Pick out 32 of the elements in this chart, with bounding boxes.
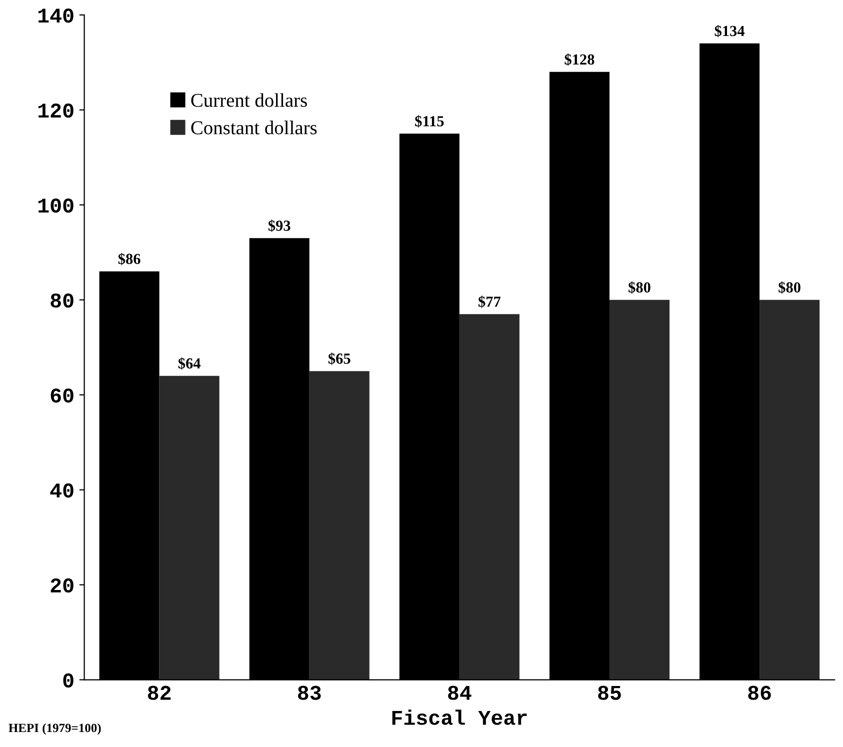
bar <box>459 314 520 680</box>
data-label: $128 <box>564 53 594 66</box>
x-tick-label: 84 <box>448 686 472 700</box>
data-label: $80 <box>778 281 800 294</box>
bar <box>309 371 370 680</box>
y-tick-label: 100 <box>38 198 74 213</box>
bar <box>159 376 220 680</box>
data-label: $86 <box>118 252 140 266</box>
data-label: $134 <box>714 24 745 38</box>
y-tick-label: 80 <box>50 293 74 308</box>
bar <box>760 300 820 680</box>
data-label: $93 <box>268 220 290 232</box>
data-label: $80 <box>628 281 650 294</box>
y-tick-label: 0 <box>63 673 74 688</box>
y-tick-label: 60 <box>50 388 74 403</box>
data-label: $77 <box>478 296 501 308</box>
data-label: $64 <box>178 357 201 370</box>
data-label: $115 <box>415 115 444 128</box>
bar <box>609 300 670 680</box>
x-tick-label: 85 <box>598 686 621 700</box>
text: HEPI (1979=100) <box>8 723 101 735</box>
y-tick-label: 120 <box>38 104 74 118</box>
y-tick-label: 140 <box>38 8 74 23</box>
x-tick-label: 83 <box>298 686 321 700</box>
legend-label: Constant dollars <box>191 120 317 134</box>
y-tick-label: 20 <box>50 578 74 593</box>
x-tick-label: 82 <box>148 686 171 700</box>
y-tick-label: 40 <box>50 483 74 498</box>
data-label: $65 <box>328 352 350 365</box>
legend-label: Current dollars <box>191 93 307 107</box>
x-axis-title: Fiscal Year <box>392 710 527 725</box>
x-tick-label: 86 <box>748 686 771 700</box>
